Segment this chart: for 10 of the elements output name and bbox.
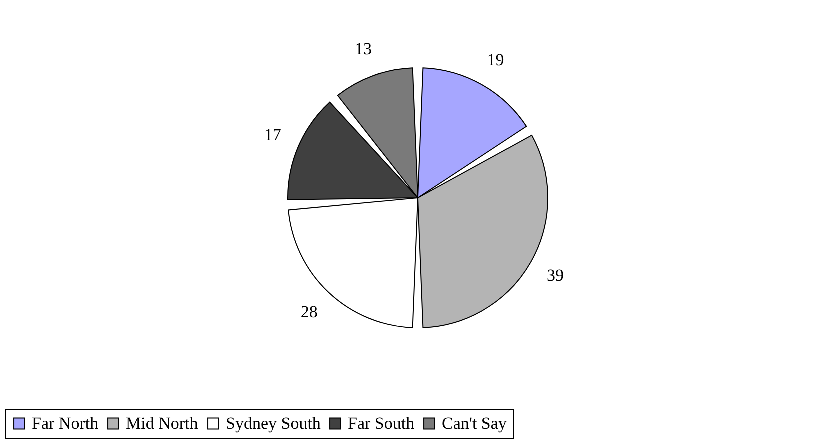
legend-label: Mid North xyxy=(126,414,199,433)
legend-label: Far South xyxy=(348,414,416,433)
legend-label: Far North xyxy=(32,414,100,433)
data-label: 39 xyxy=(547,266,564,285)
data-label: 13 xyxy=(355,40,372,59)
data-label: 17 xyxy=(264,126,282,145)
legend-label: Can't Say xyxy=(442,414,508,433)
data-label: 19 xyxy=(487,50,504,70)
legend-label: Sydney South xyxy=(226,414,322,433)
data-label: 28 xyxy=(300,302,318,322)
